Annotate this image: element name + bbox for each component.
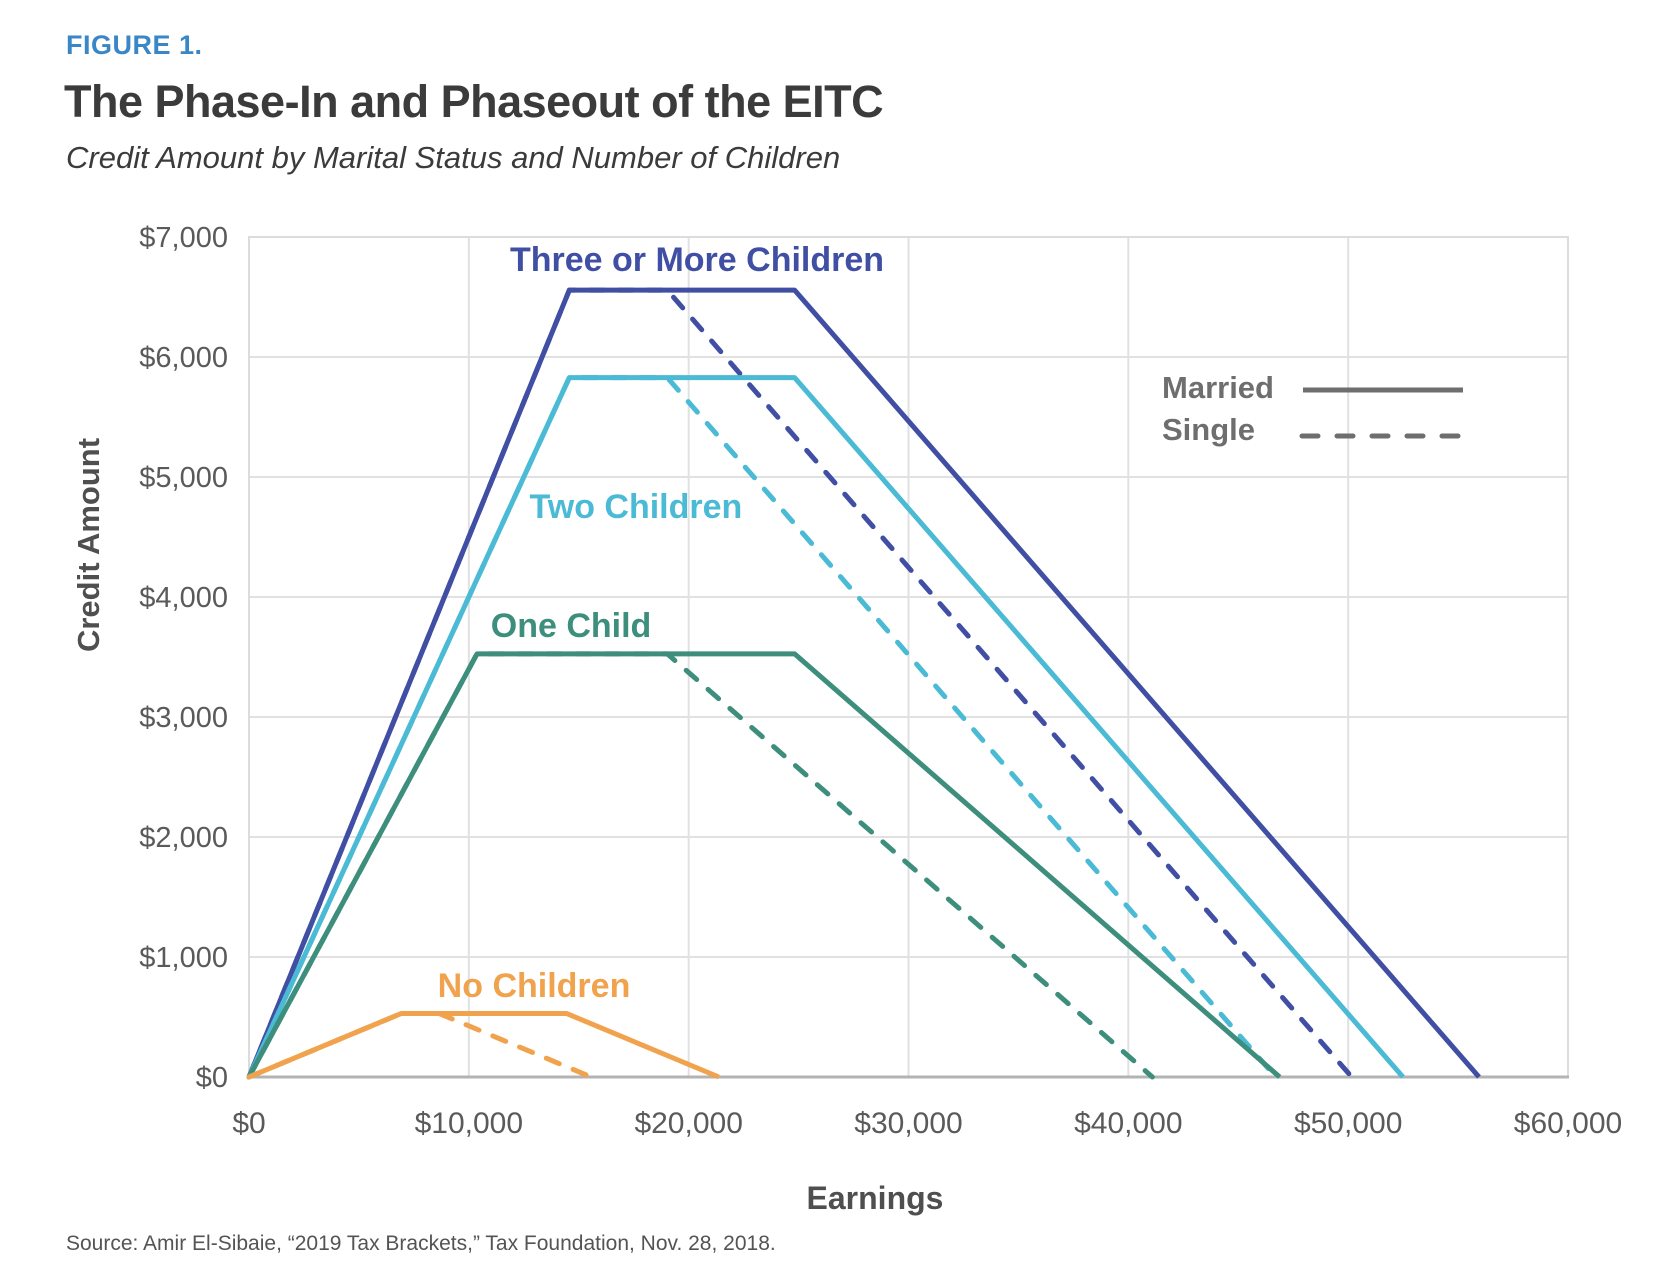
y-tick-label: $0 bbox=[196, 1062, 228, 1094]
page-subtitle: Credit Amount by Marital Status and Numb… bbox=[66, 140, 841, 175]
x-tick-label: $10,000 bbox=[415, 1107, 523, 1140]
y-tick-label: $3,000 bbox=[139, 702, 228, 734]
source-note: Source: Amir El-Sibaie, “2019 Tax Bracke… bbox=[66, 1232, 776, 1255]
x-tick-label: $0 bbox=[232, 1107, 265, 1140]
y-tick-label: $6,000 bbox=[139, 342, 228, 374]
y-tick-label: $4,000 bbox=[139, 582, 228, 614]
page-title: The Phase-In and Phaseout of the EITC bbox=[64, 76, 884, 127]
x-tick-label: $50,000 bbox=[1294, 1107, 1402, 1140]
series-line bbox=[246, 651, 1155, 1080]
legend-label: Married bbox=[1162, 370, 1274, 405]
y-tick-label: $1,000 bbox=[139, 942, 228, 974]
y-tick-label: $5,000 bbox=[139, 462, 228, 494]
series-line bbox=[246, 375, 1279, 1080]
series-label: Three or More Children bbox=[510, 241, 884, 279]
series-line bbox=[246, 287, 1355, 1080]
series-label: No Children bbox=[438, 967, 631, 1005]
x-axis-title: Earnings bbox=[807, 1180, 944, 1216]
x-tick-label: $60,000 bbox=[1514, 1107, 1622, 1140]
series-line bbox=[246, 1011, 594, 1080]
series-line bbox=[246, 375, 1405, 1079]
x-tick-label: $40,000 bbox=[1074, 1107, 1182, 1140]
series-line bbox=[248, 1011, 720, 1080]
legend-label: Single bbox=[1162, 412, 1255, 447]
x-tick-label: $20,000 bbox=[634, 1107, 742, 1140]
series-line bbox=[246, 287, 1481, 1079]
figure-label: FIGURE 1. bbox=[66, 30, 203, 60]
y-tick-label: $7,000 bbox=[139, 222, 228, 254]
y-tick-label: $2,000 bbox=[139, 822, 228, 854]
y-axis-title: Credit Amount bbox=[71, 438, 106, 652]
series-label: Two Children bbox=[530, 488, 743, 526]
series-label: One Child bbox=[491, 607, 652, 645]
x-tick-label: $30,000 bbox=[854, 1107, 962, 1140]
